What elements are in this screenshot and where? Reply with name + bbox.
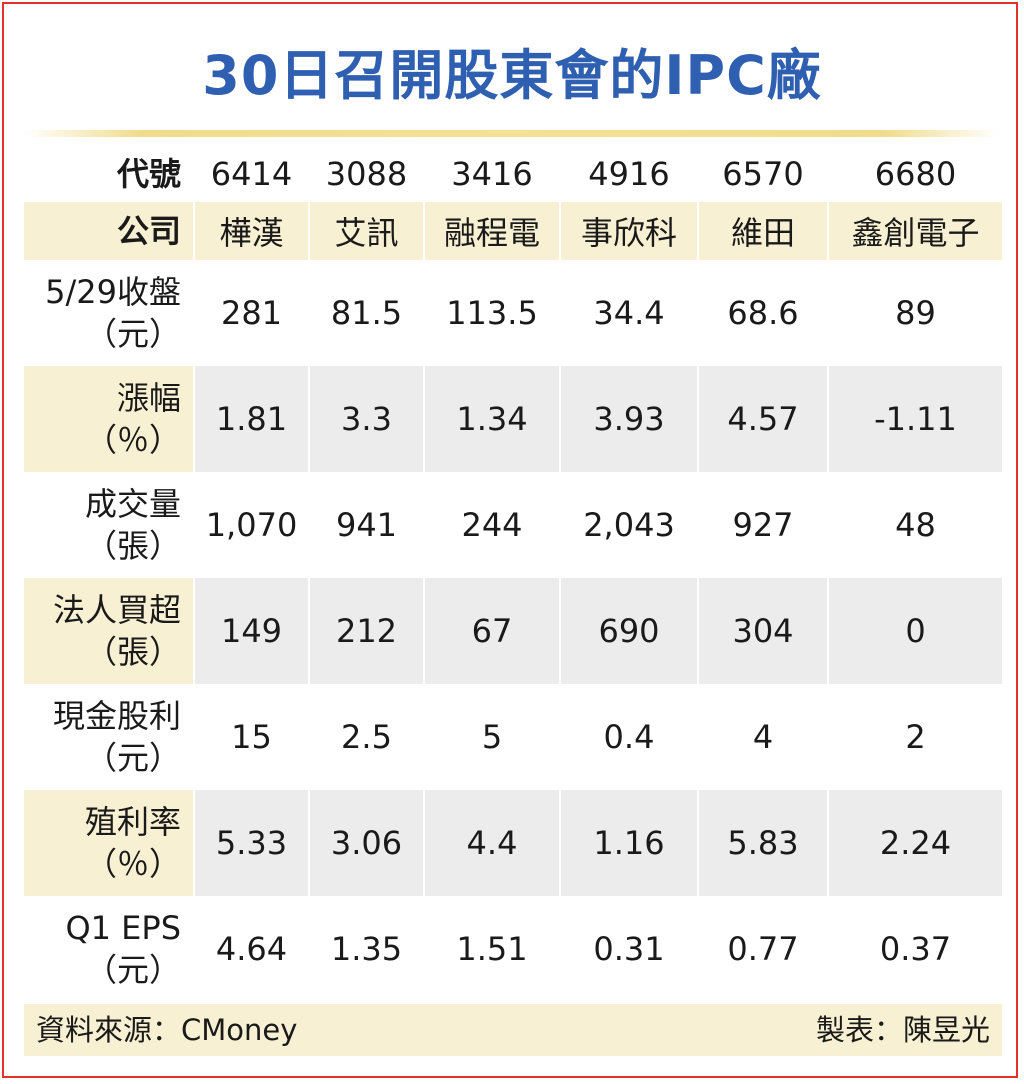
company-name: 融程電 xyxy=(424,202,561,260)
data-source: 資料來源：CMoney xyxy=(36,1013,298,1047)
company-name: 艾訊 xyxy=(309,202,425,260)
table-cell: 4.64 xyxy=(194,896,310,1002)
stock-code: 3088 xyxy=(309,146,425,202)
table-cell: 3.3 xyxy=(309,366,425,472)
table-row-close-price: 5/29收盤 （元） 281 81.5 113.5 34.4 68.6 89 xyxy=(24,260,1002,366)
table-cell: 690 xyxy=(560,578,699,684)
table-cell: 0.31 xyxy=(560,896,699,1002)
table-row-q1-eps: Q1 EPS （元） 4.64 1.35 1.51 0.31 0.77 0.37 xyxy=(24,896,1002,1002)
table-cell: 5.33 xyxy=(194,790,310,896)
table-cell: 113.5 xyxy=(424,260,561,366)
table-cell: 281 xyxy=(194,260,310,366)
company-name: 維田 xyxy=(698,202,829,260)
table-cell: 0.4 xyxy=(560,684,699,790)
title-divider xyxy=(24,130,1000,137)
row-label-text: 現金股利 xyxy=(52,697,181,735)
table-author: 製表：陳昱光 xyxy=(815,1013,990,1047)
table-cell: 941 xyxy=(309,472,425,578)
table-cell: 1.34 xyxy=(424,366,561,472)
stock-code: 6680 xyxy=(874,155,957,193)
table-cell: 5 xyxy=(424,684,561,790)
table-cell: 149 xyxy=(194,578,310,684)
row-label-text: Q1 EPS xyxy=(65,909,181,947)
row-label-text: 成交量 xyxy=(84,485,181,523)
table-cell: 304 xyxy=(698,578,829,684)
stock-code: 6570 xyxy=(698,146,829,202)
company-name: 樺漢 xyxy=(194,202,310,260)
row-unit: （元） xyxy=(84,739,181,777)
table-cell: 244 xyxy=(424,472,561,578)
table-cell: 1.81 xyxy=(194,366,310,472)
table-cell: 3.06 xyxy=(309,790,425,896)
table-cell: 4.57 xyxy=(698,366,829,472)
stock-code: 4916 xyxy=(560,146,699,202)
table-cell: 1.35 xyxy=(309,896,425,1002)
row-label: 現金股利 （元） xyxy=(24,684,195,790)
table-cell: 2.5 xyxy=(309,684,425,790)
row-label: 成交量 （張） xyxy=(24,472,195,578)
row-label-text: 法人買超 xyxy=(52,591,181,629)
table-cell: 4 xyxy=(698,684,829,790)
code-row: 代號 6414 3088 3416 4916 6570 6680 xyxy=(24,146,1002,202)
stock-code: 3416 xyxy=(424,146,561,202)
row-unit: （元） xyxy=(84,951,181,989)
company-name: 事欣科 xyxy=(560,202,699,260)
table-cell: 4.4 xyxy=(424,790,561,896)
table-cell: 1.51 xyxy=(424,896,561,1002)
company-row: 公司 樺漢 艾訊 融程電 事欣科 維田 鑫創電子 xyxy=(24,202,1002,260)
table-row-volume: 成交量 （張） 1,070 941 244 2,043 927 48 xyxy=(24,472,1002,578)
row-unit: （％） xyxy=(84,845,181,883)
table-cell: 0.37 xyxy=(879,930,952,968)
row-label: 漲幅 （％） xyxy=(24,366,195,472)
row-unit: （元） xyxy=(84,315,181,353)
stock-table: 代號 6414 3088 3416 4916 6570 6680 公司 樺漢 艾… xyxy=(24,146,1002,1002)
code-label: 代號 xyxy=(24,146,195,202)
table-cell: 68.6 xyxy=(698,260,829,366)
table-cell: -1.11 xyxy=(828,366,1002,472)
row-unit: （％） xyxy=(84,421,181,459)
row-label: Q1 EPS （元） xyxy=(24,896,195,1002)
table-cell: 927 xyxy=(698,472,829,578)
table-cell: 34.4 xyxy=(560,260,699,366)
row-unit: （張） xyxy=(84,633,181,671)
row-label: 殖利率 （％） xyxy=(24,790,195,896)
company-name: 鑫創電子 xyxy=(828,202,1002,260)
table-cell: 212 xyxy=(309,578,425,684)
row-label: 法人買超 （張） xyxy=(24,578,195,684)
table-row-institutional-buy: 法人買超 （張） 149 212 67 690 304 0 xyxy=(24,578,1002,684)
table-row-change: 漲幅 （％） 1.81 3.3 1.34 3.93 4.57 -1.11 xyxy=(24,366,1002,472)
table-row-cash-dividend: 現金股利 （元） 15 2.5 5 0.4 4 2 xyxy=(24,684,1002,790)
stock-code: 6414 xyxy=(194,146,310,202)
table-cell: 5.83 xyxy=(698,790,829,896)
table-cell: 15 xyxy=(194,684,310,790)
table-cell: 2 xyxy=(905,718,926,756)
page-title: 30日召開股東會的IPC廠 xyxy=(202,44,822,107)
company-label: 公司 xyxy=(24,202,195,260)
table-row-yield: 殖利率 （％） 5.33 3.06 4.4 1.16 5.83 2.24 xyxy=(24,790,1002,896)
table-cell: 1,070 xyxy=(194,472,310,578)
table-cell: 48 xyxy=(895,506,936,544)
table-cell: 3.93 xyxy=(560,366,699,472)
row-label: 5/29收盤 （元） xyxy=(24,260,195,366)
table-cell: 0 xyxy=(828,578,1002,684)
row-unit: （張） xyxy=(84,527,181,565)
table-cell: 0.77 xyxy=(698,896,829,1002)
table-cell: 1.16 xyxy=(560,790,699,896)
footer: 資料來源：CMoney 製表：陳昱光 xyxy=(24,1004,1002,1056)
table-cell: 67 xyxy=(424,578,561,684)
row-label-text: 漲幅 xyxy=(116,379,181,417)
row-label-text: 殖利率 xyxy=(84,803,181,841)
row-label-text: 5/29收盤 xyxy=(45,273,181,311)
table-cell: 81.5 xyxy=(309,260,425,366)
table-cell: 2.24 xyxy=(828,790,1002,896)
table-cell: 2,043 xyxy=(560,472,699,578)
table-cell: 89 xyxy=(895,294,936,332)
